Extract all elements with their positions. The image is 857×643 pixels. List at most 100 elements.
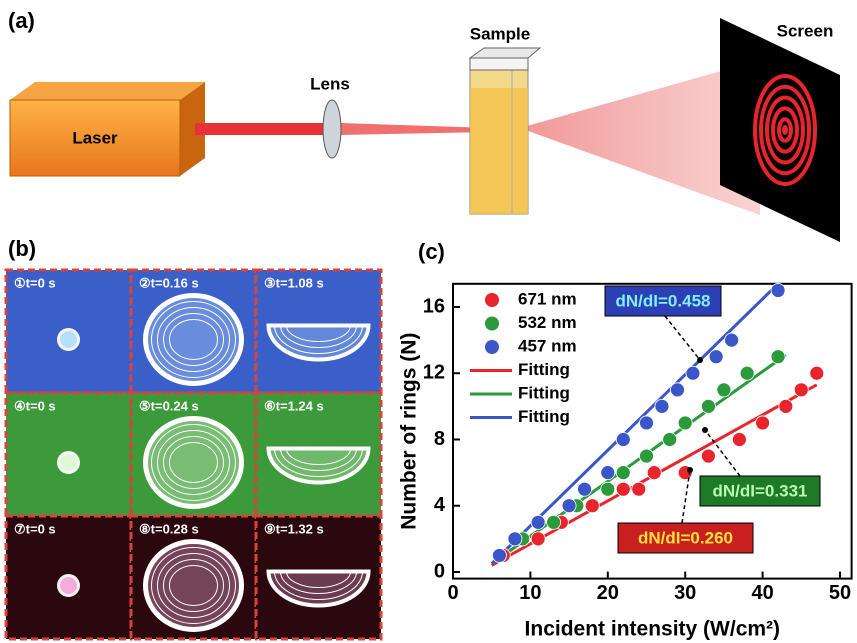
annotation-arrow (681, 469, 691, 524)
annotation-arrow (704, 429, 741, 477)
ring (279, 571, 358, 594)
point (561, 498, 577, 514)
annotation: dN/dI=0.458 (616, 291, 711, 310)
point (546, 514, 562, 530)
ring (273, 448, 364, 477)
arrow-head (702, 427, 708, 433)
spot (57, 451, 80, 474)
point (778, 398, 794, 414)
point (708, 349, 724, 365)
frame-label: ④t=0 s (14, 398, 56, 413)
ring (285, 448, 352, 465)
panel-label: (b) (8, 236, 36, 261)
y-tick-label: 0 (434, 560, 445, 582)
point (631, 481, 647, 497)
screen-label: Screen (777, 21, 834, 40)
point (724, 332, 740, 348)
laser-body (9, 99, 181, 177)
ring (266, 446, 371, 485)
point (716, 382, 732, 398)
ring (273, 325, 364, 354)
ring (163, 436, 224, 489)
panel-label: (a) (8, 8, 35, 33)
frame-label: ⑤t=0.24 s (139, 398, 199, 413)
chart: 0 10 20 30 40 50 0 4 8 12 16 Incident intensity (W/… (398, 282, 853, 641)
y-axis-label: Number of rings (N) (398, 333, 421, 530)
frame-label: ②t=0.16 s (139, 275, 199, 290)
point (793, 382, 809, 398)
ring (285, 325, 352, 342)
ring-center (782, 125, 788, 135)
legend-marker (485, 293, 499, 307)
point (584, 498, 600, 514)
point (639, 415, 654, 431)
point (677, 415, 693, 431)
point (701, 448, 716, 464)
point (654, 398, 670, 414)
point (600, 465, 616, 481)
y-tick-label: 8 (434, 428, 445, 450)
ring (143, 539, 244, 632)
ring (169, 319, 218, 360)
annotation: dN/dI=0.331 (713, 481, 808, 500)
frame-label: ⑦t=0 s (14, 521, 56, 536)
photo-frame (254, 514, 383, 641)
laser-side (180, 82, 205, 176)
ring (143, 416, 244, 509)
point (639, 448, 654, 464)
x-tick-label: 0 (447, 582, 458, 604)
ring (163, 559, 224, 612)
frame-label: ⑥t=1.24 s (264, 398, 324, 413)
point (731, 432, 747, 447)
point (615, 481, 631, 497)
annotation-box (617, 522, 754, 554)
y-tick-label: 16 (423, 295, 445, 317)
point (662, 432, 678, 447)
laser-top (10, 82, 205, 100)
x-tick-label: 50 (829, 582, 851, 604)
point (492, 548, 507, 563)
ring (151, 547, 236, 624)
legend-marker (485, 340, 499, 354)
ring (765, 95, 805, 165)
y-tick-label: 4 (434, 494, 446, 516)
point (770, 283, 786, 298)
beam-cone (520, 60, 760, 215)
beam-focus (340, 123, 490, 135)
ring (151, 301, 236, 378)
screen-rings (753, 74, 817, 186)
laser-label: Laser (72, 128, 118, 147)
legend-label: 532 nm (518, 313, 577, 332)
point (615, 432, 631, 447)
ring (771, 106, 799, 154)
legend-label: Fitting (518, 360, 570, 379)
annotation-box (699, 475, 821, 507)
frame-label: ①t=0 s (14, 275, 56, 290)
point (770, 349, 786, 365)
point (615, 465, 631, 481)
legend-marker (485, 316, 499, 331)
ring (151, 424, 236, 501)
point (507, 531, 523, 547)
annotation: dN/dI=0.260 (638, 528, 733, 547)
legend-label: 671 nm (518, 289, 577, 308)
x-axis-label: Incident intensity (W/cm²) (525, 618, 781, 641)
lens-label: Lens (310, 74, 350, 93)
ring (157, 307, 230, 372)
legend-label: 457 nm (518, 336, 577, 355)
ring (157, 553, 230, 618)
arrow-head (697, 357, 703, 363)
photo-frame (129, 514, 258, 641)
photo-frame (254, 268, 383, 395)
panel-label: (c) (418, 239, 445, 264)
ring (273, 571, 364, 600)
point (739, 365, 755, 381)
ring (285, 571, 352, 588)
point (530, 531, 546, 547)
ring (266, 569, 371, 608)
ring (777, 117, 793, 143)
photo-grid: ①t=0 s ②t=0.16 s ③t=1.08 s ④t=0 s ⑤t=0.24 s ⑥… (4, 268, 383, 641)
annotation-box (604, 285, 722, 317)
ring (143, 293, 244, 386)
